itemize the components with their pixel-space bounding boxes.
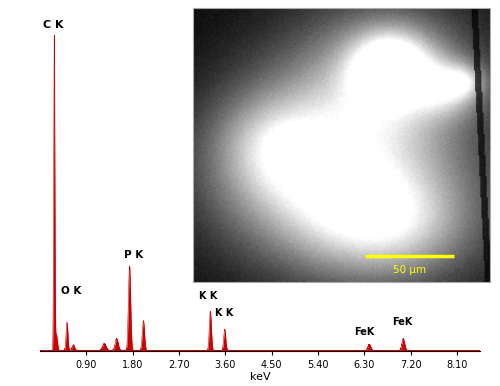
Text: C K: C K (42, 20, 63, 30)
Text: 50 μm: 50 μm (393, 265, 426, 275)
Text: K K: K K (199, 291, 218, 301)
Text: K K: K K (215, 308, 234, 318)
Text: FeK: FeK (354, 327, 374, 337)
Text: O K: O K (60, 286, 81, 296)
Text: FeK: FeK (392, 317, 412, 327)
X-axis label: keV: keV (250, 372, 270, 382)
Text: P K: P K (124, 250, 143, 260)
